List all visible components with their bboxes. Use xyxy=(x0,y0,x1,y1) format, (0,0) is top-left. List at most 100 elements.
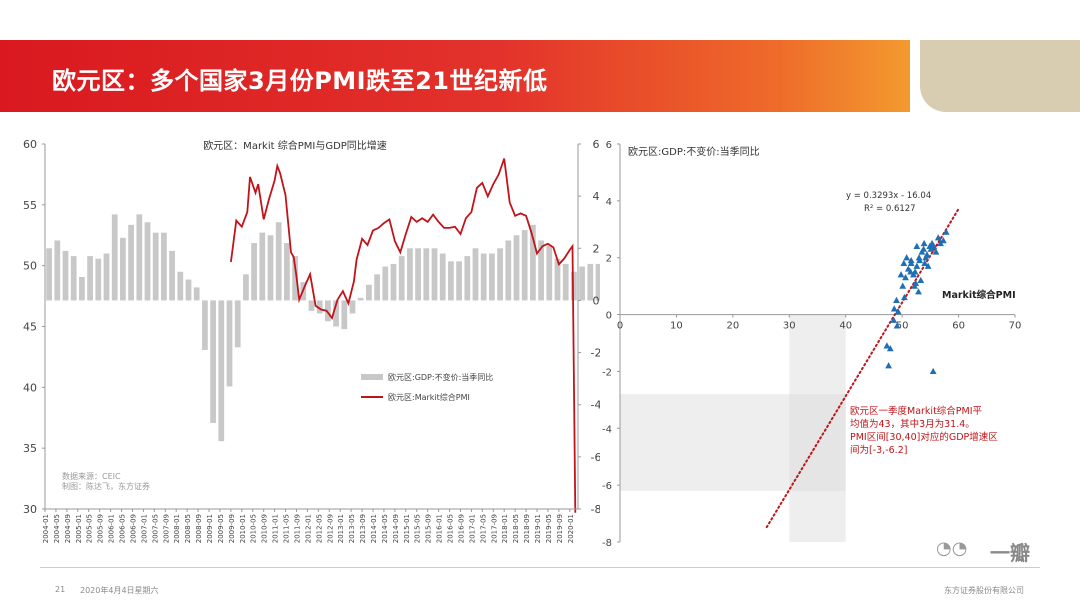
x-tick-label: 2018-09 xyxy=(523,514,531,543)
x-tick-label: 2020-01 xyxy=(567,514,575,543)
gdp-bar xyxy=(390,263,397,301)
x-tick-label: 2013-01 xyxy=(337,514,345,543)
scatter-y-tick-label: 0 xyxy=(606,311,612,322)
x-tick-label: 2018-05 xyxy=(512,514,520,543)
scatter-point xyxy=(923,251,931,258)
scatter-point xyxy=(932,248,940,255)
gdp-bar xyxy=(275,222,282,301)
gdp-bar xyxy=(546,245,553,301)
x-tick-label: 2007-09 xyxy=(162,514,170,543)
x-tick-label: 2010-01 xyxy=(239,514,247,543)
x-tick-label: 2006-05 xyxy=(119,514,127,543)
scatter-point xyxy=(903,254,911,261)
scatter-point xyxy=(913,262,921,269)
shaded-region xyxy=(620,394,846,491)
right-y-tick-label: 6 xyxy=(593,138,600,151)
pmi-gdp-combo-chart: 欧元区：Markit 综合PMI与GDP同比增速 30354045505560-… xyxy=(23,138,600,543)
gdp-bar xyxy=(538,240,544,301)
scatter-y-tick-label: -6 xyxy=(602,481,612,492)
gdp-bar xyxy=(152,232,159,301)
x-tick-label: 2017-05 xyxy=(479,514,487,543)
gdp-bar xyxy=(234,300,241,348)
footer-page-number: 21 xyxy=(55,585,66,594)
x-tick-label: 2019-01 xyxy=(534,514,542,543)
gdp-bar xyxy=(562,263,569,301)
scatter-y-tick-label: -2 xyxy=(602,367,612,378)
gdp-bar xyxy=(202,300,208,350)
scatter-x-tick-label: 10 xyxy=(670,321,683,332)
scatter-point xyxy=(942,228,950,235)
x-tick-label: 2019-09 xyxy=(556,514,564,543)
scatter-point xyxy=(911,268,919,275)
pmi-line xyxy=(230,158,577,513)
x-tick-label: 2010-05 xyxy=(250,514,258,543)
scatter-y-tick-label: 6 xyxy=(606,140,612,151)
x-tick-label: 2011-05 xyxy=(283,514,291,543)
scatter-point xyxy=(890,316,898,323)
gdp-bar xyxy=(177,271,184,301)
right-y-tick-label: 4 xyxy=(593,190,600,203)
scatter-point xyxy=(900,259,908,266)
gdp-bar xyxy=(513,235,520,301)
pmi-gdp-scatter-chart: 欧元区:GDP:不变价:当季同比 0 10 20 30 40 50 60 70-8-6-4-2… xyxy=(602,140,1021,549)
gdp-bar xyxy=(571,271,577,301)
annotation-line-2: 均值为43，其中3月为31.4。 xyxy=(850,418,975,430)
scatter-point xyxy=(893,296,900,303)
scatter-point xyxy=(934,234,942,241)
legend-label-pmi: 欧元区:Markit综合PMI xyxy=(388,392,470,402)
gdp-bar xyxy=(448,261,454,301)
scatter-series-label: Markit综合PMI xyxy=(942,289,1016,301)
gdp-bar xyxy=(374,274,380,301)
x-tick-label: 2007-01 xyxy=(140,514,148,543)
scatter-y-tick-label: 4 xyxy=(606,197,612,208)
gdp-bar xyxy=(431,248,438,301)
scatter-point xyxy=(885,362,892,369)
left-y-tick-label: 35 xyxy=(23,442,37,455)
x-tick-label: 2015-09 xyxy=(425,514,433,543)
x-tick-label: 2017-01 xyxy=(468,514,476,543)
scatter-point xyxy=(899,282,907,289)
right-chart-title: 欧元区:GDP:不变价:当季同比 xyxy=(628,145,760,158)
gdp-bar xyxy=(54,240,61,301)
annotation-line-1: 欧元区一季度Markit综合PMI平 xyxy=(850,405,983,417)
x-tick-label: 2014-01 xyxy=(370,514,378,543)
gdp-bar xyxy=(243,274,249,301)
gdp-bar xyxy=(325,300,331,322)
gdp-bar xyxy=(407,248,413,301)
scatter-point xyxy=(886,345,894,352)
scatter-x-tick-label: 0 xyxy=(617,321,623,332)
gdp-bar xyxy=(472,248,479,301)
source-line-2: 制图：陈达飞，东方证券 xyxy=(62,481,150,491)
left-y-tick-label: 30 xyxy=(23,503,37,516)
right-y-tick-label: -8 xyxy=(591,503,600,516)
right-y-tick-label: -2 xyxy=(591,347,600,360)
gdp-bar xyxy=(489,253,495,301)
gdp-bar xyxy=(480,253,487,301)
gdp-bar xyxy=(497,248,503,301)
x-tick-label: 2004-09 xyxy=(64,514,72,543)
gdp-bar xyxy=(398,256,405,301)
gdp-bar xyxy=(423,248,430,301)
x-tick-label: 2012-09 xyxy=(326,514,334,543)
gdp-bar xyxy=(595,263,600,301)
x-tick-label: 2009-09 xyxy=(228,514,236,543)
x-tick-label: 2019-05 xyxy=(545,514,553,543)
gdp-bar xyxy=(128,224,134,301)
gdp-bar xyxy=(185,279,192,301)
x-tick-label: 2008-01 xyxy=(173,514,181,543)
scatter-point xyxy=(897,271,905,278)
x-tick-label: 2016-09 xyxy=(457,514,465,543)
x-tick-label: 2007-05 xyxy=(151,514,159,543)
scatter-point xyxy=(926,242,934,249)
x-tick-label: 2006-01 xyxy=(108,514,116,543)
gdp-bar xyxy=(292,256,298,301)
gdp-bar xyxy=(259,232,266,301)
scatter-point xyxy=(921,259,929,266)
gdp-bar xyxy=(316,300,323,314)
x-tick-label: 2010-09 xyxy=(261,514,269,543)
x-tick-label: 2005-05 xyxy=(86,514,94,543)
gdp-bar xyxy=(70,256,77,301)
gdp-bar xyxy=(587,263,594,301)
scatter-y-tick-label: -8 xyxy=(602,538,612,549)
x-tick-label: 2015-01 xyxy=(403,514,411,543)
